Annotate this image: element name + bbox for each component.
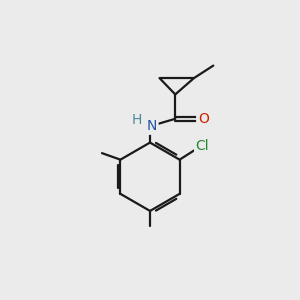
Text: O: O bbox=[198, 112, 208, 126]
Text: Cl: Cl bbox=[196, 139, 209, 153]
Text: N: N bbox=[147, 119, 157, 133]
Text: H: H bbox=[131, 113, 142, 127]
